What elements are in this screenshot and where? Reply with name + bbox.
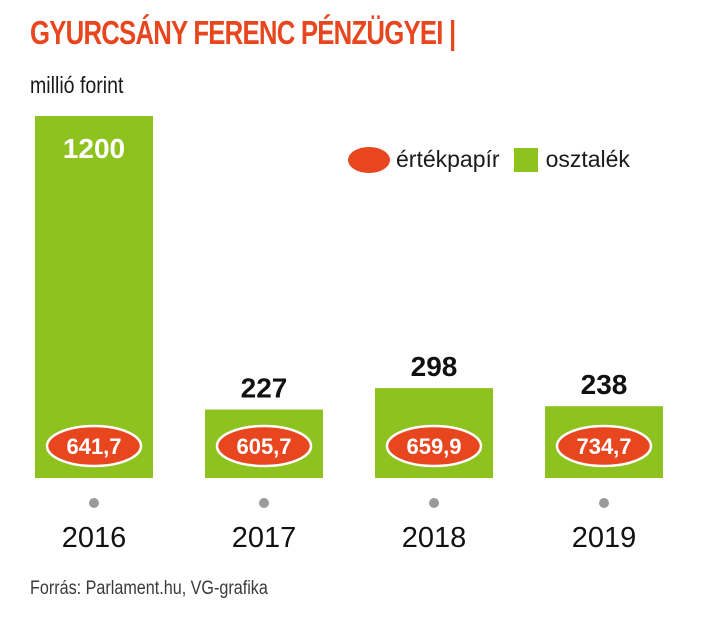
x-tick-label-2016: 2016 (62, 522, 127, 554)
osztalek-value-2019: 238 (581, 369, 628, 400)
osztalek-value-2016: 1200 (63, 133, 125, 164)
source-note: Forrás: Parlament.hu, VG-grafika (30, 578, 268, 599)
ertekpapir-marker-2016 (45, 424, 143, 468)
axis-dot-2016 (89, 498, 99, 508)
legend-ertekpapir-label: értékpapír (396, 146, 500, 172)
legend: értékpapír osztalék (348, 146, 630, 173)
ertekpapir-value-2018: 659,9 (406, 434, 461, 459)
x-tick-label-2018: 2018 (402, 522, 467, 554)
osztalek-value-2018: 298 (411, 351, 458, 382)
ertekpapir-marker-2018 (385, 424, 483, 468)
osztalek-value-2017: 227 (241, 373, 288, 404)
legend-ertekpapir-swatch (348, 146, 390, 173)
axis-dot-2017 (259, 498, 269, 508)
legend-osztalek-swatch (513, 147, 538, 172)
axis-dot-2019 (599, 498, 609, 508)
legend-osztalek-label: osztalék (545, 146, 630, 172)
unit-label: millió forint (30, 72, 124, 98)
chart-title: GYURCSÁNY FERENC PÉNZÜGYEI | (30, 14, 456, 51)
x-tick-label-2019: 2019 (572, 522, 637, 554)
osztalek-bar-2016 (35, 116, 153, 478)
ertekpapir-value-2016: 641,7 (66, 434, 121, 459)
axis-dot-2018 (429, 498, 439, 508)
ertekpapir-marker-2019 (555, 424, 653, 468)
x-tick-label-2017: 2017 (232, 522, 297, 554)
ertekpapir-value-2017: 605,7 (236, 434, 291, 459)
ertekpapir-value-2019: 734,7 (576, 434, 631, 459)
ertekpapir-marker-2017 (215, 424, 313, 468)
